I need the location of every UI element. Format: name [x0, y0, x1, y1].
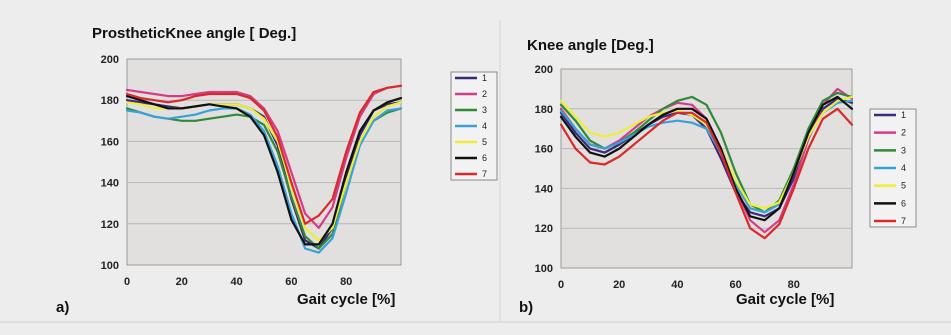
legend-label-b-1: 1: [901, 110, 906, 120]
series-line-a-1: [125, 99, 403, 250]
legend-label-b-2: 2: [901, 128, 906, 138]
panel-b: Knee angle [Deg.] b) Gait cycle [%] soun…: [519, 37, 917, 316]
legend-label-b-3: 3: [901, 145, 906, 155]
panel-b-legend: 1 2 3 4 5 6 7: [869, 108, 917, 228]
y-tick-label-a-200: 200: [101, 54, 119, 66]
legend-label-b-7: 7: [901, 216, 906, 226]
y-tick-label-b-180: 180: [535, 104, 553, 116]
y-tick-label-b-200: 200: [535, 64, 553, 76]
panel-a-tag: a): [56, 299, 69, 316]
x-tick-label-b-80: 80: [788, 279, 800, 291]
x-tick-label-a-80: 80: [340, 276, 352, 288]
y-tick-label-b-120: 120: [535, 223, 553, 235]
series-line-b-7: [559, 107, 854, 240]
plot-background-a: [126, 58, 402, 266]
x-tick-label-b-20: 20: [613, 279, 625, 291]
y-tick-label-a-180: 180: [101, 95, 119, 107]
y-tick-label-a-120: 120: [101, 219, 119, 231]
panel-b-title: Knee angle [Deg.]: [527, 37, 654, 54]
panel-a-title: ProstheticKnee angle [ Deg.]: [92, 25, 296, 42]
x-tick-label-b-40: 40: [671, 279, 683, 291]
y-tick-label-a-140: 140: [101, 178, 119, 190]
legend-label-b-4: 4: [901, 163, 906, 173]
x-tick-label-a-0: 0: [124, 276, 130, 288]
panel-b-tag: b): [519, 299, 533, 316]
panel-a-x-axis-label: Gait cycle [%]: [297, 291, 395, 308]
y-tick-label-b-140: 140: [535, 183, 553, 195]
y-tick-label-a-100: 100: [101, 260, 119, 272]
x-tick-label-b-60: 60: [729, 279, 741, 291]
y-tick-label-b-160: 160: [535, 144, 553, 156]
legend-label-a-3: 3: [482, 105, 487, 115]
legend-label-a-1: 1: [482, 73, 487, 83]
panel-a-plot-area: 100 120 140 160 180 200 0 20 40 60 80: [101, 54, 403, 288]
x-tick-label-b-0: 0: [558, 279, 564, 291]
legend-label-b-6: 6: [901, 198, 906, 208]
series-line-b-6: [559, 95, 854, 222]
legend-label-a-2: 2: [482, 89, 487, 99]
panel-b-plot-area: 100 120 140 160 180 200 0 20 40 60 80: [535, 64, 854, 291]
y-tick-label-a-160: 160: [101, 136, 119, 148]
series-line-a-2: [125, 84, 403, 229]
legend-label-a-4: 4: [482, 121, 487, 131]
y-tick-label-b-100: 100: [535, 263, 553, 275]
panel-a: ProstheticKnee angle [ Deg.] a) Gait cyc…: [56, 25, 498, 316]
series-line-a-4: [125, 107, 403, 254]
panel-a-legend: 1 2 3 4 5 6 7: [450, 71, 498, 181]
x-tick-label-a-40: 40: [230, 276, 242, 288]
series-line-a-7: [125, 84, 403, 225]
plot-background-b: [560, 68, 853, 269]
legend-label-a-6: 6: [482, 153, 487, 163]
panel-b-x-axis-label: Gait cycle [%]: [736, 291, 834, 308]
legend-label-a-7: 7: [482, 169, 487, 179]
x-tick-label-a-60: 60: [285, 276, 297, 288]
x-tick-label-a-20: 20: [176, 276, 188, 288]
legend-label-b-5: 5: [901, 181, 906, 191]
series-line-a-6: [125, 95, 403, 246]
legend-label-a-5: 5: [482, 137, 487, 147]
